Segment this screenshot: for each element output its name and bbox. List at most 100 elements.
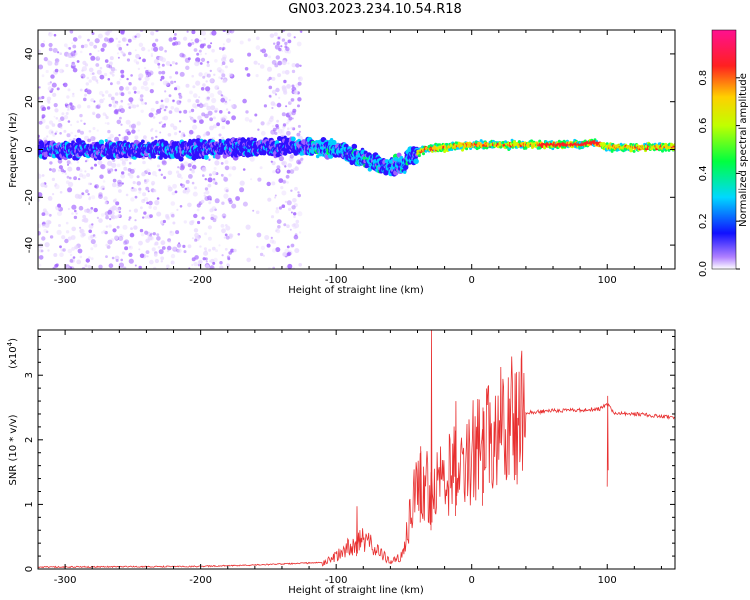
spectrogram-noise-mark [164,49,167,53]
spectrogram-noise-mark [187,202,192,208]
spectrogram-noise-mark [116,80,121,85]
spectrogram-noise-mark [175,62,178,65]
spectrogram-noise-mark [267,197,272,202]
spectrogram-noise-mark [38,243,44,249]
spectrogram-noise-mark [109,56,114,61]
spectrogram-noise-mark [50,74,55,79]
spectrogram-noise-mark [277,36,281,40]
spectrogram-noise-mark [192,191,198,197]
spectrogram-noise-mark [203,194,206,197]
spectrogram-noise-mark [144,76,150,82]
spectrogram-band-mark [517,140,521,144]
spectrogram-noise-mark [136,104,140,108]
spectrogram-noise-mark [128,218,131,221]
spectrogram-noise-mark [191,30,196,35]
spectrogram-noise-mark [126,77,129,81]
spectrogram-band-mark [403,170,407,174]
spectrogram-noise-mark [255,210,260,215]
spectrogram-noise-mark [270,129,276,135]
spectrogram-noise-mark [137,129,140,132]
spectrogram-noise-mark [199,62,203,65]
spectrogram-noise-mark [217,90,223,95]
spectrogram-noise-mark [141,46,146,52]
spectrogram-noise-mark [111,73,115,77]
spectrogram-band-mark [345,144,349,148]
spectrogram-noise-mark [108,263,114,269]
spectrogram-noise-mark [286,200,292,206]
spectrogram-noise-mark [152,232,156,236]
spectrogram-noise-mark [160,240,166,246]
spectrogram-noise-mark [154,200,160,206]
spectrogram-noise-mark [161,63,165,67]
spectrogram-noise-mark [176,41,181,46]
spectrogram-noise-mark [165,82,171,87]
spectrogram-noise-mark [67,187,73,193]
spectrogram-noise-mark [47,196,53,201]
spectrogram-noise-mark [212,180,217,185]
spectrogram-noise-mark [62,83,65,86]
spectrogram-noise-mark [274,131,278,135]
spectrogram-noise-mark [82,214,87,219]
spectrogram-noise-mark [169,212,175,218]
spectrogram-noise-mark [109,61,113,66]
spectrogram-noise-mark [193,262,198,267]
spectrogram-noise-mark [179,205,183,208]
spectrogram-noise-mark [77,248,83,254]
spectrogram-noise-mark [154,129,158,133]
spectrogram-noise-mark [170,106,175,110]
spectrogram-noise-mark [82,232,86,237]
spectrogram-noise-mark [289,169,295,174]
spectrogram-noise-mark [53,115,56,118]
spectrogram-noise-mark [124,246,129,251]
spectrogram-noise-mark [114,168,118,172]
spectrogram-noise-mark [172,221,176,225]
spectrogram-noise-mark [294,186,298,191]
spectrogram-noise-mark [178,92,182,96]
spectrogram-noise-mark [121,234,124,238]
spectrogram-noise-mark [149,259,154,265]
spectrogram-noise-mark [80,119,83,123]
spectrogram-noise-mark [67,248,73,254]
spectrogram-noise-mark [159,107,162,110]
spectrogram-noise-mark [170,80,174,85]
spectrogram-band-mark [465,147,469,151]
spectrogram-noise-mark [284,200,287,203]
spectrogram-noise-mark [47,100,51,104]
spectrogram-noise-mark [51,87,54,91]
spectrogram-noise-mark [297,211,303,217]
spectrogram-noise-mark [103,72,108,77]
spectrogram-noise-mark [284,165,287,168]
spectrogram-noise-mark [94,185,97,188]
spectrogram-noise-mark [242,201,248,207]
spectrogram-noise-mark [291,223,295,227]
spectrogram-noise-mark [133,225,138,230]
spectrogram-noise-mark [274,63,279,68]
spectrogram-noise-mark [224,247,228,251]
spectrogram-noise-mark [169,75,172,79]
spectrogram-noise-mark [270,236,273,239]
spectrogram-noise-mark [74,209,77,213]
spectrogram-noise-mark [259,49,263,52]
spectrogram-noise-mark [128,209,132,212]
spectrogram-noise-mark [97,160,103,166]
spectrogram-noise-mark [138,190,142,194]
spectrogram-noise-mark [298,231,302,234]
spectrogram-noise-mark [221,48,224,51]
spectrogram-noise-mark [81,76,84,79]
spectrogram-noise-mark [143,135,147,140]
spectrogram-noise-mark [271,60,277,65]
spectrogram-noise-mark [47,213,51,216]
spectrogram-noise-mark [85,82,90,86]
spectrogram-x-tick-label: -200 [189,275,212,286]
spectrogram-noise-mark [66,46,69,49]
spectrogram-noise-mark [174,33,177,36]
spectrogram-noise-mark [147,49,151,52]
spectrogram-noise-mark [41,95,45,100]
spectrogram-noise-mark [167,170,173,176]
spectrogram-noise-mark [155,174,158,177]
spectrogram-noise-mark [117,56,120,59]
spectrogram-noise-mark [290,98,295,102]
spectrogram-noise-mark [48,120,54,125]
spectrogram-noise-mark [95,79,99,83]
spectrogram-noise-mark [151,182,155,186]
